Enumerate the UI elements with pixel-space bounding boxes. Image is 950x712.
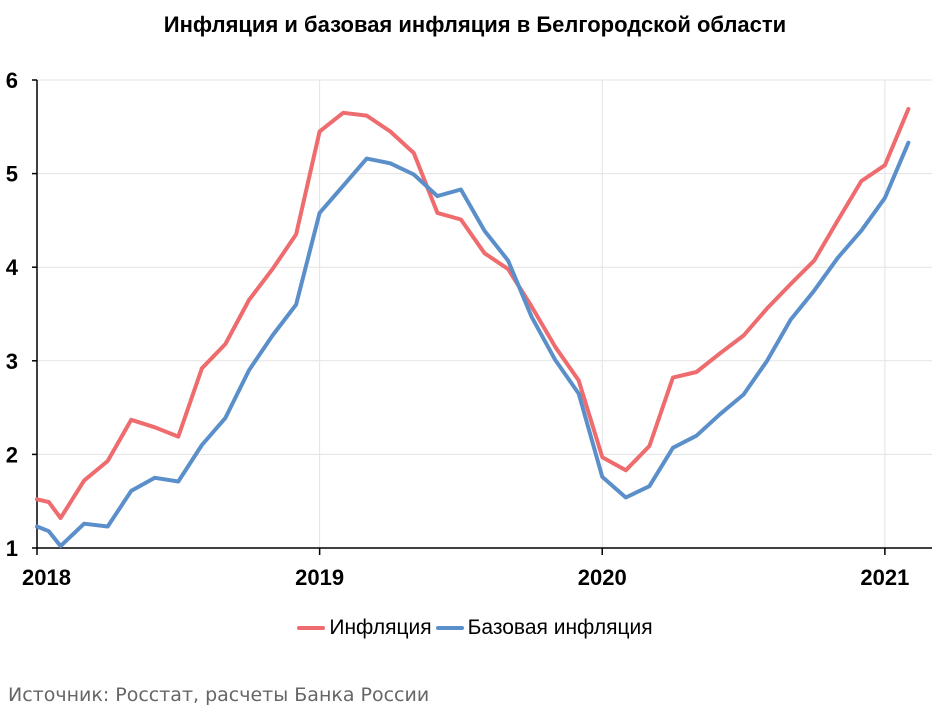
source-note: Источник: Росстат, расчеты Банка России	[8, 684, 430, 706]
tick-label-y-2: 2	[6, 442, 18, 467]
tick-label-x-2021: 2021	[860, 565, 909, 590]
legend-item-core-inflation: Базовая инфляция	[435, 616, 653, 640]
legend-swatch-inflation	[297, 626, 326, 630]
tick-label-y-5: 5	[6, 162, 18, 187]
series-lines	[35, 107, 911, 549]
legend-label-core-inflation: Базовая инфляция	[467, 616, 653, 639]
tick-label-y-3: 3	[6, 349, 18, 374]
series-line-core-inflation	[35, 140, 911, 549]
tick-label-x-2018: 2018	[22, 565, 71, 590]
legend: Инфляция Базовая инфляция	[0, 616, 950, 640]
legend-swatch-core-inflation	[435, 626, 464, 630]
tick-label-y-1: 1	[6, 536, 18, 561]
series-line-inflation	[35, 107, 911, 520]
legend-item-inflation: Инфляция	[297, 616, 432, 640]
legend-label-inflation: Инфляция	[329, 616, 432, 639]
tick-labels: 1 2 3 4 5 6 2018 2019 2020 2021	[6, 68, 910, 590]
tick-label-y-4: 4	[6, 255, 19, 280]
axes	[32, 79, 932, 555]
tick-label-y-6: 6	[6, 68, 18, 93]
tick-label-x-2020: 2020	[578, 565, 627, 590]
chart-title: Инфляция и базовая инфляция в Белгородск…	[163, 12, 787, 37]
tick-label-x-2019: 2019	[295, 565, 344, 590]
